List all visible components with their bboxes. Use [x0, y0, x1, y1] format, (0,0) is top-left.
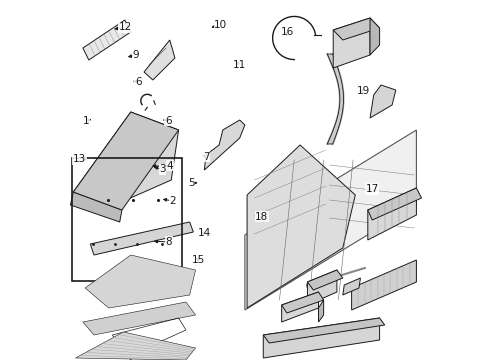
Polygon shape — [369, 18, 379, 55]
Polygon shape — [263, 318, 379, 358]
Bar — [323, 211, 334, 225]
Text: 12: 12 — [118, 22, 131, 32]
Text: 10: 10 — [214, 20, 227, 30]
Polygon shape — [75, 332, 195, 360]
Text: 18: 18 — [255, 212, 268, 222]
Polygon shape — [85, 255, 195, 308]
Text: 11: 11 — [232, 60, 245, 70]
Polygon shape — [246, 145, 355, 308]
Polygon shape — [367, 188, 416, 240]
Text: 8: 8 — [165, 237, 172, 247]
Text: 6: 6 — [164, 116, 171, 126]
Polygon shape — [351, 260, 416, 310]
Text: 3: 3 — [159, 164, 165, 174]
Polygon shape — [318, 300, 323, 322]
Text: 5: 5 — [187, 178, 194, 188]
Polygon shape — [143, 40, 175, 80]
Polygon shape — [263, 318, 384, 343]
Polygon shape — [332, 18, 379, 40]
Text: 4: 4 — [166, 161, 173, 171]
Polygon shape — [73, 112, 178, 210]
Text: 1: 1 — [82, 116, 89, 126]
Polygon shape — [332, 18, 369, 68]
Polygon shape — [90, 222, 193, 255]
Polygon shape — [83, 20, 130, 60]
Text: 2: 2 — [169, 196, 176, 206]
Text: 14: 14 — [197, 228, 210, 238]
Text: 7: 7 — [202, 152, 209, 162]
Polygon shape — [281, 292, 323, 313]
Polygon shape — [342, 278, 360, 295]
Polygon shape — [204, 120, 244, 170]
Polygon shape — [83, 302, 195, 335]
Polygon shape — [307, 270, 336, 305]
Text: 16: 16 — [280, 27, 293, 37]
Text: 17: 17 — [365, 184, 378, 194]
Polygon shape — [281, 292, 318, 322]
Text: 9: 9 — [132, 50, 139, 60]
Text: 6: 6 — [135, 77, 142, 87]
Text: 13: 13 — [73, 154, 86, 164]
Bar — [107, 348, 115, 355]
Polygon shape — [369, 85, 395, 118]
Polygon shape — [244, 130, 416, 310]
Polygon shape — [73, 112, 178, 205]
Polygon shape — [307, 270, 342, 290]
Polygon shape — [367, 188, 421, 220]
Text: 19: 19 — [356, 86, 369, 96]
Text: 15: 15 — [191, 255, 204, 265]
Polygon shape — [326, 54, 343, 144]
Polygon shape — [70, 192, 122, 222]
Bar — [72, 158, 181, 281]
